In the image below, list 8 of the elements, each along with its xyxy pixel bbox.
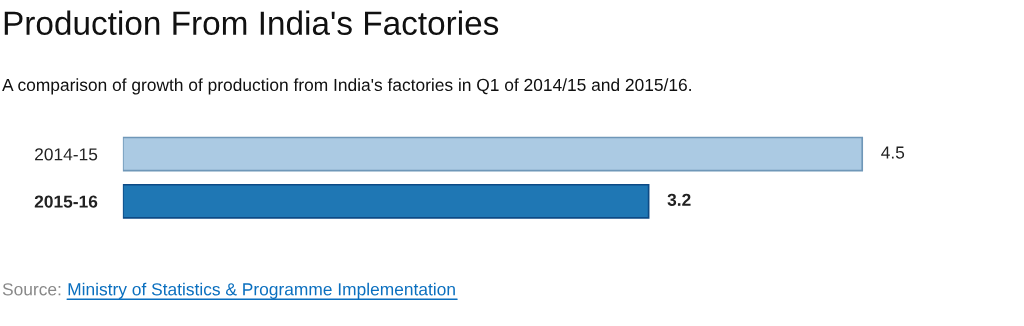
data-label: 3.2 <box>667 193 691 206</box>
text: Ministry of Statistics & Programme Implementation <box>68 282 455 299</box>
chart-subtitle: A comparison of growth of production from India's factories in Q1 of 2014/15 and 2015/16. <box>2 78 691 95</box>
y-tick-label: 2014-15 <box>35 148 98 161</box>
data-label: 4.5 <box>881 146 905 159</box>
y-tick-label: 2015-16 <box>34 195 98 208</box>
chart-title: Production From India's Factories <box>4 10 499 36</box>
source-note: Source: <box>2 283 61 296</box>
